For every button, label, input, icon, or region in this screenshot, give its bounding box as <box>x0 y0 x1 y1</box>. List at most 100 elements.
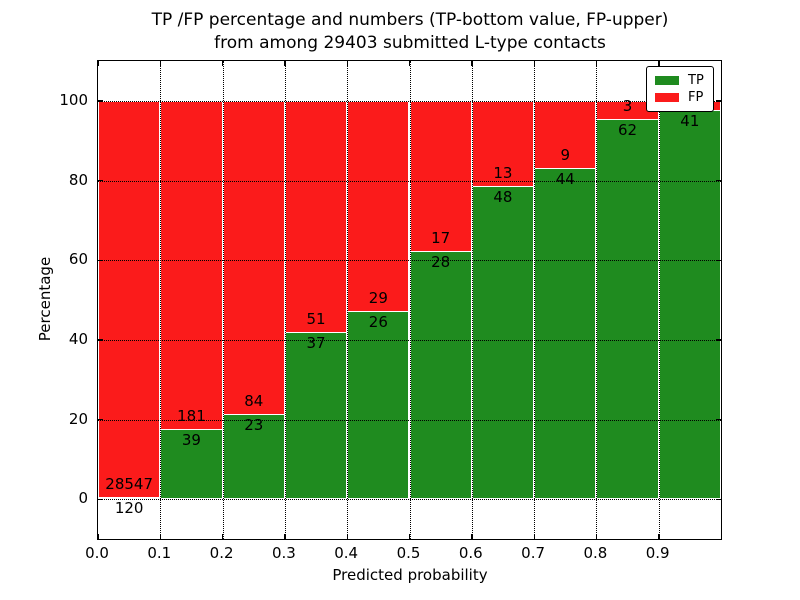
x-axis-label: Predicted probability <box>332 566 488 584</box>
bar-segment-fp <box>98 100 161 498</box>
y-tick-label: 60 <box>68 250 88 269</box>
x-tick-mark-top <box>409 61 411 66</box>
plot-area: 28547 120 181 39 84 23 51 37 29 26 17 28 13 48 9 44 3 62 4… <box>97 60 722 540</box>
bar-segment-fp <box>222 100 285 414</box>
y-tick-mark <box>98 100 103 102</box>
bar-segment-tp <box>471 185 535 500</box>
bar-segment-fp <box>160 100 223 429</box>
bar-count-fp: 84 <box>244 391 264 410</box>
x-tick-label: 0.4 <box>334 544 359 562</box>
x-tick-label: 0.8 <box>583 544 608 562</box>
x-tick-mark <box>346 534 349 539</box>
gridline-vertical <box>160 61 162 539</box>
x-tick-mark-top <box>97 61 99 66</box>
bar-count-fp: 51 <box>306 309 326 328</box>
y-tick-label: 0 <box>78 489 88 508</box>
chart-title-line2: from among 29403 submitted L-type contac… <box>214 33 606 53</box>
x-tick-label: 0.7 <box>521 544 546 562</box>
x-tick-label: 0.1 <box>147 544 172 562</box>
bar-count-tp: 26 <box>368 312 388 331</box>
x-tick-label: 0.6 <box>458 544 483 562</box>
y-tick-mark-right <box>716 180 721 182</box>
gridline-vertical <box>347 61 349 539</box>
stacked-bar <box>658 100 721 500</box>
bar-segment-tp <box>98 497 161 500</box>
x-tick-mark-top <box>159 61 162 66</box>
y-tick-mark-right <box>716 100 721 102</box>
x-tick-mark <box>658 534 660 539</box>
legend-swatch-fp <box>655 93 679 102</box>
x-tick-mark <box>284 534 286 539</box>
bar-count-fp: 29 <box>368 288 388 307</box>
bar-count-fp: 13 <box>493 163 513 182</box>
x-tick-mark-top <box>222 61 224 66</box>
bar-count-fp: 3 <box>622 97 633 116</box>
legend: TP FP <box>646 66 714 112</box>
legend-entry: TP <box>655 72 713 89</box>
x-tick-mark <box>409 534 411 539</box>
y-tick-mark-right <box>716 339 721 341</box>
bar-count-tp: 37 <box>306 333 326 352</box>
y-tick-mark-right <box>716 419 721 421</box>
x-tick-label: 0.0 <box>85 544 109 562</box>
x-tick-mark <box>97 534 99 539</box>
bar-segment-tp <box>658 110 721 500</box>
x-tick-mark <box>222 534 224 539</box>
x-tick-mark <box>159 534 162 539</box>
bar-count-tp: 23 <box>244 415 264 434</box>
bar-count-tp: 44 <box>555 170 575 189</box>
gridline-vertical <box>596 61 598 539</box>
y-tick-label: 100 <box>59 90 88 109</box>
y-tick-mark-right <box>716 259 721 262</box>
bar-segment-tp <box>409 251 472 500</box>
y-tick-mark <box>98 419 103 421</box>
y-tick-mark <box>98 339 103 341</box>
stacked-bar <box>471 100 535 500</box>
bar-segment-tp <box>284 331 348 500</box>
stacked-bar <box>222 100 285 500</box>
bar-segment-tp <box>596 119 659 500</box>
bar-count-fp: 181 <box>177 406 206 425</box>
bar-count-tp: 120 <box>114 499 144 518</box>
bar-segment-fp <box>347 100 410 311</box>
bar-count-tp: 48 <box>493 187 513 206</box>
legend-label: FP <box>688 90 704 105</box>
x-tick-mark-top <box>346 61 349 66</box>
bar-count-tp: 28 <box>431 253 451 272</box>
stacked-bar <box>98 100 161 500</box>
chart-title: TP /FP percentage and numbers (TP-bottom… <box>97 9 723 55</box>
bar-count-fp: 17 <box>431 229 451 248</box>
x-tick-mark <box>533 534 535 539</box>
x-tick-mark <box>595 534 598 539</box>
gridline-vertical <box>222 61 224 539</box>
y-tick-label: 20 <box>68 409 88 428</box>
legend-entry: FP <box>655 89 713 106</box>
gridline-vertical <box>658 61 660 539</box>
x-tick-label: 0.9 <box>645 544 670 562</box>
legend-label: TP <box>688 73 704 88</box>
gridline-vertical <box>471 61 473 539</box>
stacked-bar <box>284 100 348 500</box>
x-tick-mark-top <box>471 61 473 66</box>
bar-count-tp: 62 <box>618 121 638 140</box>
y-tick-label: 80 <box>68 170 88 189</box>
bar-count-tp: 39 <box>181 430 201 449</box>
stacked-bar <box>596 100 659 500</box>
bar-count-fp: 28547 <box>105 475 154 494</box>
y-tick-mark <box>98 498 103 501</box>
y-tick-mark <box>98 259 103 262</box>
gridline-vertical <box>284 61 286 539</box>
y-tick-mark <box>98 180 103 182</box>
legend-swatch-tp <box>655 76 679 85</box>
bar-segment-tp <box>534 168 597 500</box>
x-tick-label: 0.3 <box>271 544 296 562</box>
stacked-bar <box>534 100 597 500</box>
y-tick-label: 40 <box>68 329 88 348</box>
gridline-vertical <box>409 61 411 539</box>
x-tick-mark-top <box>533 61 535 66</box>
x-tick-label: 0.5 <box>396 544 421 562</box>
y-tick-mark-right <box>716 498 721 501</box>
bar-count-tp: 41 <box>680 112 700 131</box>
bar-segment-fp <box>284 100 348 332</box>
